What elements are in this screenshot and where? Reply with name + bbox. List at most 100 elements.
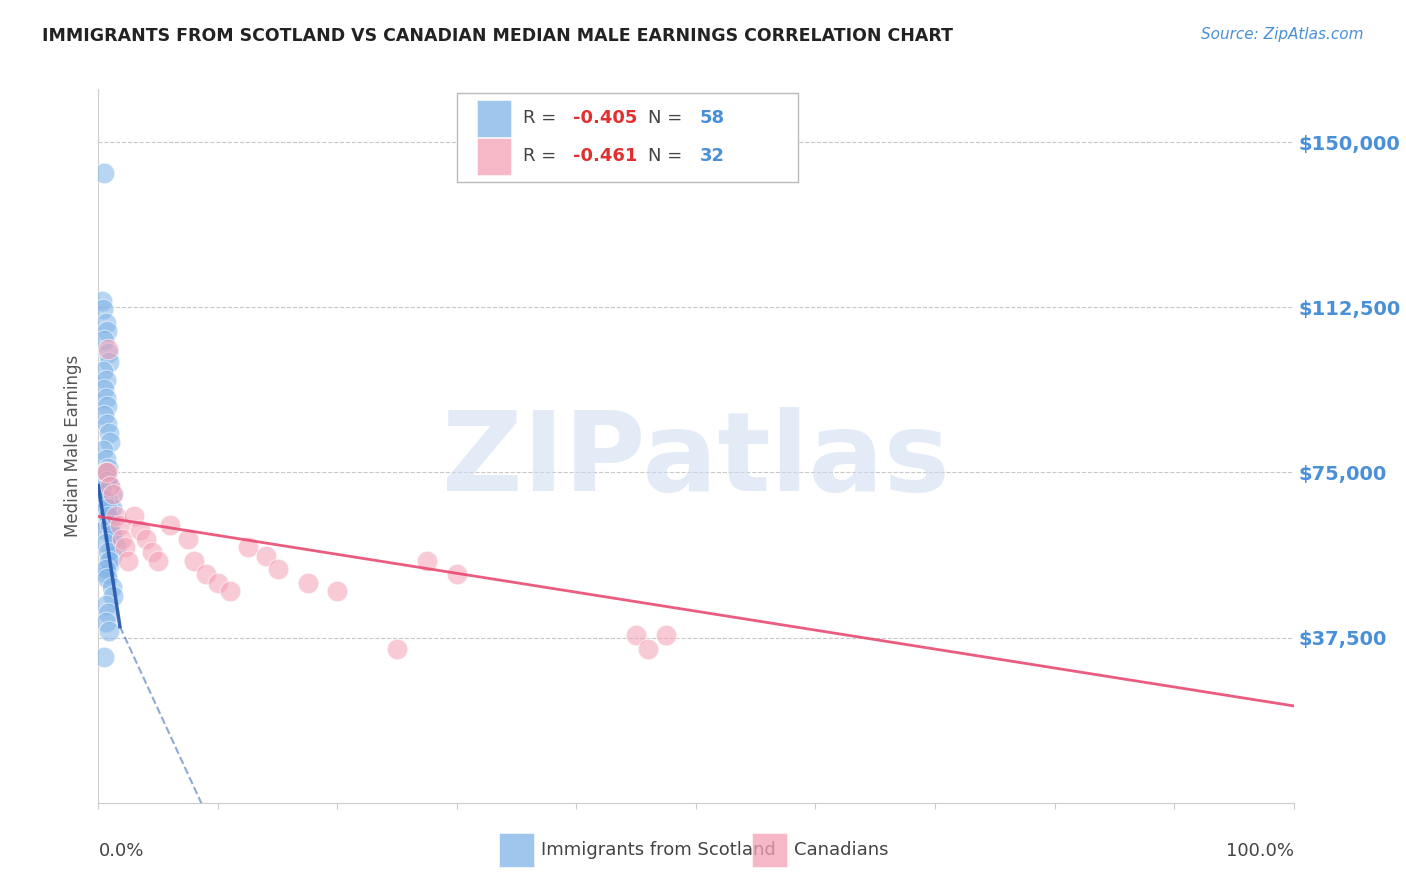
Point [97,346,120,360]
Point [183,553,205,567]
Point [94,466,117,480]
Point [96,470,118,484]
Point [105,541,128,555]
Point [91,483,114,497]
Point [91,364,114,378]
Point [114,541,136,555]
Point [141,545,163,559]
Point [108,518,131,533]
Text: Source: ZipAtlas.com: Source: ZipAtlas.com [1201,27,1364,42]
Point [446,566,468,581]
Text: N =: N = [648,110,688,128]
Point [94,452,117,467]
Point [219,584,242,599]
Point [96,475,118,489]
Point [416,553,439,567]
Point [129,523,152,537]
Point [93,491,115,506]
Y-axis label: Median Male Earnings: Median Male Earnings [65,355,83,537]
Point [101,589,124,603]
Point [254,549,277,563]
Point [96,571,118,585]
Text: 32: 32 [700,147,724,165]
Point [96,500,118,515]
Text: 58: 58 [700,110,724,128]
Point [100,487,122,501]
Point [97,545,120,559]
Point [100,500,122,515]
Text: Immigrants from Scotland: Immigrants from Scotland [541,841,776,859]
Point [97,607,120,621]
Point [100,549,122,563]
Point [637,641,659,656]
Point [91,443,114,458]
Point [98,478,121,492]
Point [96,400,118,414]
Point [96,518,118,533]
Point [177,532,200,546]
Point [96,417,118,431]
Point [94,536,117,550]
Point [96,566,118,581]
Point [159,518,181,533]
Point [93,166,115,180]
Point [98,553,121,567]
Point [91,293,114,308]
Point [626,628,648,642]
Point [105,509,128,524]
Point [655,628,678,642]
Point [385,641,409,656]
Point [94,391,117,405]
Point [94,475,117,489]
Point [94,466,117,480]
Point [98,434,122,449]
Point [101,532,124,546]
Point [135,532,157,546]
Point [101,487,124,501]
Text: IMMIGRANTS FROM SCOTLAND VS CANADIAN MEDIAN MALE EARNINGS CORRELATION CHART: IMMIGRANTS FROM SCOTLAND VS CANADIAN MED… [42,27,953,45]
Point [207,575,229,590]
Point [94,615,117,630]
Text: ZIPatlas: ZIPatlas [441,407,950,514]
Point [93,483,115,497]
Text: N =: N = [648,147,688,165]
Text: R =: R = [523,147,561,165]
Text: Canadians: Canadians [794,841,889,859]
FancyBboxPatch shape [477,100,510,137]
Point [94,598,117,612]
Point [297,575,319,590]
Point [267,562,290,576]
Text: -0.405: -0.405 [572,110,637,128]
Point [97,491,120,506]
Point [236,541,259,555]
Point [93,333,115,347]
Point [96,325,118,339]
Point [94,316,117,330]
Point [326,584,349,599]
Point [98,509,122,524]
Text: 0.0%: 0.0% [98,842,143,860]
Point [98,518,122,533]
Point [94,562,117,576]
Point [98,425,121,440]
Point [97,505,120,519]
Point [148,553,170,567]
Point [98,355,121,369]
Point [111,532,134,546]
Point [98,496,121,510]
FancyBboxPatch shape [457,93,797,182]
Point [98,624,121,638]
Point [100,527,122,541]
Point [93,523,115,537]
Point [98,478,122,492]
Point [100,580,122,594]
Point [97,342,120,356]
Point [117,553,139,567]
Point [124,509,146,524]
Point [97,461,120,475]
Point [93,382,115,396]
Point [94,373,117,387]
Point [194,566,218,581]
Text: -0.461: -0.461 [572,147,637,165]
Point [98,558,121,572]
